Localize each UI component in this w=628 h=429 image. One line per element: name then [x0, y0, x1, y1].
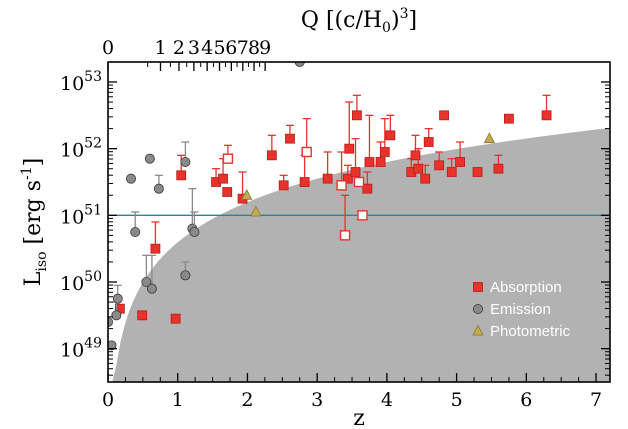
x-tick-label: 3 [311, 389, 323, 411]
data-point [385, 130, 396, 141]
data-point [189, 226, 200, 237]
x2-tick-label: 4 [201, 37, 213, 59]
x-tick-label: 1 [172, 389, 184, 411]
x2-tick-label: 9 [259, 37, 271, 59]
data-point [423, 137, 434, 147]
data-point [352, 110, 362, 121]
data-point [301, 146, 312, 158]
x2-tick-label: 5 [213, 37, 225, 59]
data-point [364, 157, 375, 167]
data-point [350, 167, 361, 177]
data-point [375, 157, 386, 167]
data-point [342, 173, 353, 184]
x2-axis-title: Q [(c/H0)3] [301, 6, 417, 36]
data-point [420, 173, 431, 184]
series-1 [222, 118, 368, 241]
x2-tick-label: 3 [188, 37, 200, 59]
data-point [108, 340, 117, 351]
data-point [112, 293, 123, 304]
data-point [541, 110, 552, 121]
data-point [150, 243, 161, 254]
data-point [336, 180, 347, 191]
data-point [137, 310, 148, 321]
y-tick-label: 1050 [60, 269, 102, 295]
legend-marker [472, 303, 483, 314]
data-point [439, 110, 449, 121]
y-axis-title: Liso [erg s-1] [19, 158, 50, 286]
data-point [141, 276, 152, 287]
data-point [180, 156, 191, 167]
x-tick-label: 7 [590, 389, 602, 411]
data-point [144, 153, 155, 164]
y-tick-label: 1049 [60, 336, 102, 362]
data-point [446, 167, 457, 177]
x-tick-label: 4 [381, 389, 393, 411]
legend-marker [473, 282, 483, 292]
detection-limit-region [108, 127, 610, 382]
data-point [222, 187, 233, 197]
data-point [413, 163, 424, 174]
legend-label: Emission [490, 301, 551, 318]
x-tick-label: 6 [520, 389, 532, 411]
data-point [504, 113, 514, 124]
x2-tick-label: 6 [225, 37, 237, 59]
data-point [455, 157, 465, 167]
data-point [322, 173, 333, 184]
x2-tick-label: 8 [248, 37, 260, 59]
data-point [483, 132, 496, 144]
data-point [146, 283, 157, 294]
legend: Absorption Emission Photometric [472, 279, 571, 340]
data-point [410, 150, 421, 161]
data-point [344, 143, 355, 154]
data-point [362, 183, 373, 194]
x2-tick-label: 2 [173, 37, 185, 59]
series-3 [241, 132, 496, 217]
data-point [170, 313, 181, 324]
data-point [357, 210, 368, 221]
y-tick-label: 1053 [60, 69, 102, 95]
x-tick-label: 0 [102, 389, 114, 411]
data-point [299, 177, 310, 187]
data-point [493, 163, 504, 174]
data-point [434, 160, 445, 171]
y-tick-label: 1051 [60, 202, 102, 228]
data-point [266, 150, 277, 161]
data-point [153, 183, 164, 194]
data-point [278, 180, 289, 191]
data-point [176, 170, 187, 181]
x2-tick-label: 1 [154, 37, 166, 59]
data-point [379, 147, 390, 157]
y-tick-label: 1052 [60, 136, 102, 162]
data-point [250, 205, 262, 217]
x-tick-label: 5 [451, 389, 463, 411]
legend-marker [472, 324, 484, 336]
legend-label: Photometric [490, 323, 571, 340]
data-point [339, 230, 351, 241]
data-point [180, 270, 191, 281]
data-point [222, 153, 234, 164]
data-point [130, 226, 141, 237]
data-point [111, 310, 122, 321]
data-point [241, 188, 253, 200]
legend-label: Absorption [490, 279, 562, 296]
x-tick-label: 2 [241, 389, 253, 411]
x2-tick-label: 0 [102, 37, 114, 59]
data-point [285, 133, 295, 144]
data-point [218, 173, 228, 184]
data-point [353, 176, 365, 188]
data-point [126, 173, 137, 184]
x2-tick-label: 7 [237, 37, 249, 59]
x-axis-title: z [353, 406, 365, 429]
data-point [472, 167, 483, 177]
